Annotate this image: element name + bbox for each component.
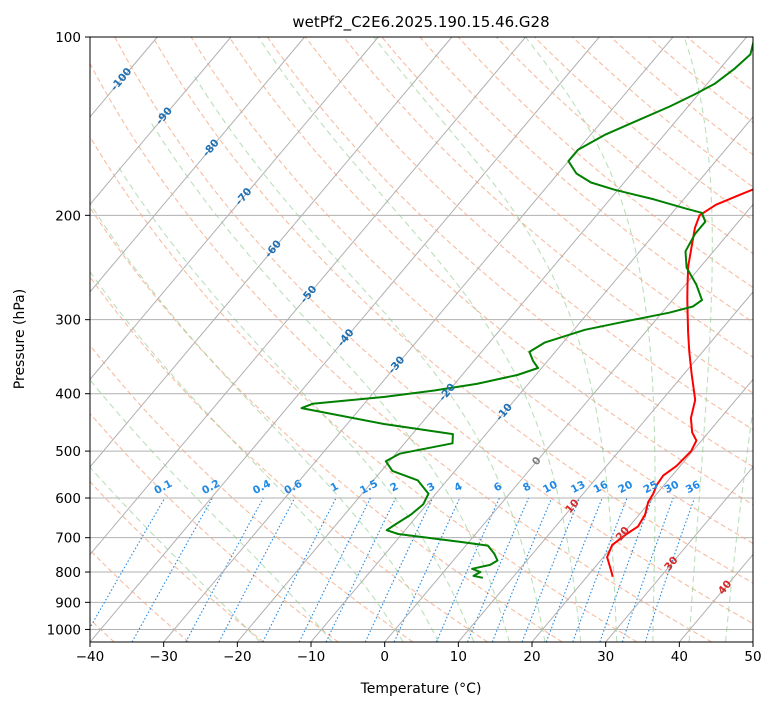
isotherm xyxy=(90,37,453,468)
mixing-ratio-line xyxy=(185,497,264,642)
y-tick-label: 400 xyxy=(55,387,81,403)
temperature-profile xyxy=(606,188,753,578)
dry-adiabat xyxy=(90,480,264,642)
moist-adiabat xyxy=(191,72,546,642)
mixing-ratio-line xyxy=(325,497,397,642)
x-axis-label: Temperature (°C) xyxy=(360,681,482,697)
mixing-ratio-line xyxy=(90,497,166,629)
mixing-ratio-line xyxy=(466,497,530,642)
y-tick-label: 700 xyxy=(55,531,81,547)
moist-adiabat xyxy=(257,37,582,642)
isotherm xyxy=(457,291,753,642)
mixing-ratio-line xyxy=(521,497,581,642)
isotherm xyxy=(90,37,379,381)
isotherm xyxy=(605,466,753,642)
isotherm xyxy=(384,203,753,642)
y-tick-label: 900 xyxy=(55,595,81,611)
isotherm xyxy=(90,37,600,642)
moist-adiabat xyxy=(151,123,510,642)
plot-frame xyxy=(89,36,754,643)
x-tick-label: 30 xyxy=(597,649,614,665)
isotherm xyxy=(236,37,747,642)
dry-adiabat xyxy=(343,37,753,394)
mixing-ratio-line xyxy=(131,497,213,642)
x-tick-label: 0 xyxy=(380,649,389,665)
moist-adiabat xyxy=(90,270,404,642)
mixing-ratio-line xyxy=(298,497,371,642)
moist-adiabat xyxy=(117,165,475,642)
moist-adiabat xyxy=(90,466,261,642)
dry-adiabat xyxy=(457,37,753,289)
sounding-profiles xyxy=(300,37,753,579)
moist-adiabat xyxy=(725,405,753,642)
dry-adiabat xyxy=(152,37,753,584)
moist-adiabat xyxy=(683,37,713,642)
isotherm xyxy=(310,116,753,642)
isotherm xyxy=(90,37,305,293)
x-tick-label: −10 xyxy=(297,649,326,665)
moist-adiabat xyxy=(90,378,333,642)
dry-adiabat xyxy=(228,37,753,506)
mixing-ratio-line xyxy=(393,497,461,642)
x-tick-label: 50 xyxy=(744,649,761,665)
y-tick-label: 800 xyxy=(55,565,81,581)
y-tick-label: 1000 xyxy=(47,622,81,638)
y-tick-label: 300 xyxy=(55,313,81,329)
x-tick-label: −40 xyxy=(76,649,105,665)
y-tick-label: 100 xyxy=(55,30,81,46)
dry-adiabat xyxy=(190,37,753,545)
chart-title: wetPf2_C2E6.2025.190.15.46.G28 xyxy=(292,13,549,32)
dry-adiabat xyxy=(305,37,753,431)
x-tick-label: 40 xyxy=(671,649,688,665)
mixing-ratio-lines xyxy=(90,497,696,642)
plot-area: -100-90-80-70-60-50-40-30-20-10010203040… xyxy=(90,37,753,642)
dry-adiabat xyxy=(90,135,638,642)
isotherm xyxy=(90,37,232,206)
y-tick-label: 600 xyxy=(55,491,81,507)
dry-adiabats xyxy=(90,37,753,642)
moist-adiabat xyxy=(90,202,439,642)
y-axis-label: Pressure (hPa) xyxy=(12,289,28,389)
y-tick-label: 200 xyxy=(55,208,81,224)
y-tick-label: 500 xyxy=(55,444,81,460)
dry-adiabat xyxy=(90,412,339,642)
x-axis-ticks: −40 −30 −20 −10 0 10 20 30 40 50 xyxy=(76,642,762,665)
y-axis-ticks: 100 200 300 400 500 600 700 800 900 1000 xyxy=(47,30,90,638)
isotherm xyxy=(90,37,526,556)
x-tick-label: 10 xyxy=(450,649,467,665)
dry-adiabat xyxy=(90,275,488,642)
isotherm xyxy=(163,37,674,642)
x-tick-label: −30 xyxy=(149,649,178,665)
x-tick-label: 20 xyxy=(523,649,540,665)
dewpoint-profile xyxy=(300,37,753,579)
mixing-ratio-line xyxy=(491,497,553,642)
dry-adiabat xyxy=(90,206,563,642)
mixing-ratio-line xyxy=(435,497,500,642)
x-tick-label: −20 xyxy=(223,649,252,665)
